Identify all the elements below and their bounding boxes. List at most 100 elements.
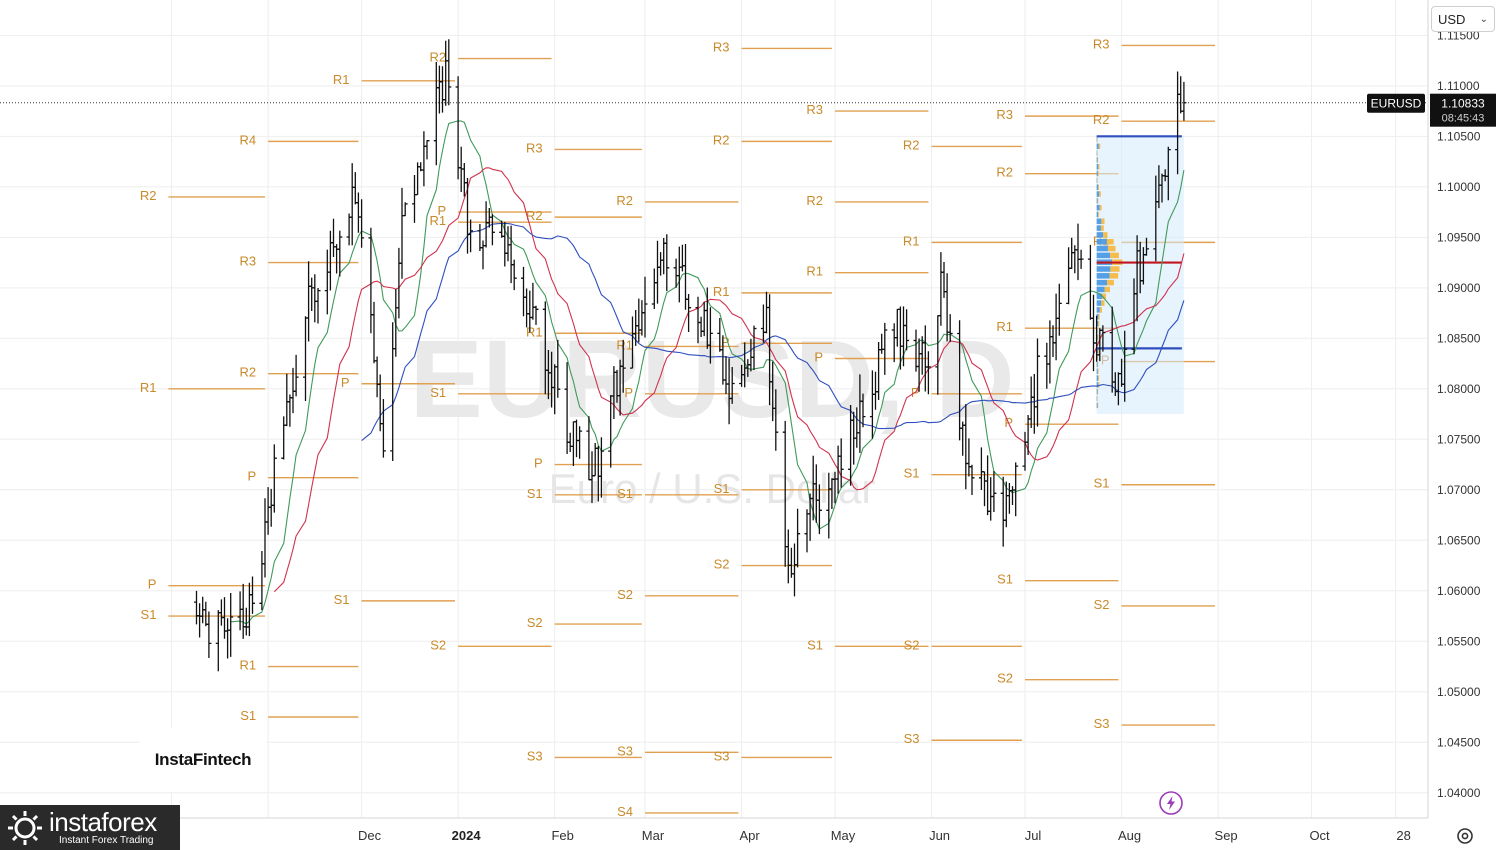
price-tick-label: 1.06000 <box>1437 584 1481 598</box>
profile-bar-orange <box>1097 388 1099 395</box>
pivot-label-s1: S1 <box>904 466 920 481</box>
pivot-label-r1: R1 <box>526 324 543 339</box>
pivot-label-s2: S2 <box>527 615 543 630</box>
profile-bar-blue <box>1096 293 1103 300</box>
profile-bar-blue <box>1096 184 1099 190</box>
profile-bar-orange <box>1109 273 1119 279</box>
profile-bar-orange <box>1102 293 1107 300</box>
profile-bar-blue <box>1096 300 1102 306</box>
pivot-label-s1: S1 <box>527 486 543 501</box>
ma-line-40 <box>361 222 1185 442</box>
ohlc-bar <box>816 484 822 535</box>
profile-bar-blue <box>1096 245 1108 252</box>
profile-bar-orange <box>1098 313 1100 320</box>
watermark-description: Euro / U.S. Dollar <box>549 465 876 512</box>
profile-bar-blue <box>1096 225 1101 231</box>
ohlc-bar <box>1013 462 1019 517</box>
pivot-label-p: P <box>341 375 350 390</box>
currency-select[interactable]: USD ⌄ <box>1431 6 1495 32</box>
time-tick-label: 28 <box>1396 828 1410 843</box>
ohlc-bar <box>337 230 343 277</box>
ohlc-bar <box>729 367 735 404</box>
ohlc-bar <box>511 259 517 291</box>
ohlc-bar <box>315 288 321 324</box>
pivot-label-s3: S3 <box>1094 716 1110 731</box>
ohlc-bar <box>555 339 561 398</box>
ohlc-bar <box>380 399 386 458</box>
pivot-label-r2: R2 <box>429 50 446 65</box>
pivot-label-r2: R2 <box>713 132 730 147</box>
watermark-symbol: EURUSD, D <box>409 318 1014 441</box>
chevron-down-icon: ⌄ <box>1479 13 1488 25</box>
ohlc-bar <box>1035 338 1040 427</box>
ohlc-bar <box>991 471 997 512</box>
ohlc-bar <box>206 611 212 658</box>
pivot-label-r1: R1 <box>333 72 350 87</box>
ohlc-bar <box>773 389 779 451</box>
ohlc-bar <box>1078 249 1084 269</box>
price-tick-label: 1.09000 <box>1437 281 1481 295</box>
pivot-label-s1: S1 <box>334 592 350 607</box>
profile-bar-orange <box>1098 164 1100 170</box>
profile-bar-orange <box>1097 334 1099 340</box>
settings-gear-icon[interactable] <box>1455 826 1475 846</box>
pivot-label-s1: S1 <box>997 572 1013 587</box>
pivot-label-r1: R1 <box>616 337 633 352</box>
pivot-label-s1: S1 <box>807 637 823 652</box>
pivot-label-s2: S2 <box>1094 597 1110 612</box>
pivot-label-r4: R4 <box>239 132 256 147</box>
ohlc-bar <box>642 276 648 338</box>
ohlc-bar <box>598 437 604 498</box>
profile-bar-orange <box>1099 204 1102 211</box>
ohlc-bar <box>751 325 757 370</box>
price-tick-label: 1.08000 <box>1437 382 1481 396</box>
profile-bar-blue <box>1096 252 1111 259</box>
ohlc-bar <box>795 508 801 568</box>
time-tick-label: Aug <box>1118 828 1141 843</box>
pivot-label-s4: S4 <box>617 804 633 819</box>
profile-bar-orange <box>1101 218 1105 225</box>
time-axis[interactable]: Dec 2024 Feb Mar Apr May Jun Jul Aug Sep Oct 28 <box>0 817 1428 843</box>
profile-bar-blue <box>1096 320 1099 327</box>
profile-bar-blue <box>1096 313 1099 320</box>
ohlc-bar <box>228 593 234 657</box>
ma-line-20 <box>273 167 1185 593</box>
lightning-icon[interactable] <box>1159 791 1183 815</box>
profile-bar-blue <box>1096 177 1098 184</box>
pivot-levels: R2R1PS1R5R4R3R2PR1S1R1PS1R2R1PS1S2R3R2R1… <box>140 36 1215 819</box>
pivot-label-s2: S2 <box>430 637 446 652</box>
profile-bar-blue <box>1096 170 1098 177</box>
pivot-label-p: P <box>534 456 543 471</box>
profile-bar-orange <box>1099 191 1101 197</box>
ohlc-bar <box>424 140 430 160</box>
profile-bar-orange <box>1110 266 1120 272</box>
profile-bar-blue <box>1096 136 1098 143</box>
profile-bar-blue <box>1096 348 1098 354</box>
profile-bar-blue <box>1096 402 1098 409</box>
price-axis[interactable]: 1.04000 1.04500 1.05000 1.05500 1.06000 1.065… <box>1427 0 1481 818</box>
logo-text: InstaFintech <box>154 750 252 769</box>
time-tick-label: Feb <box>551 828 573 843</box>
profile-bar-orange <box>1098 375 1100 381</box>
ohlc-bar <box>293 354 299 397</box>
profile-bar-orange <box>1097 354 1098 361</box>
pivot-label-r1: R1 <box>429 213 446 228</box>
profile-bar-orange <box>1097 198 1099 204</box>
pivot-label-p: P <box>721 334 730 349</box>
price-tick-label: 1.09500 <box>1437 230 1481 244</box>
pivot-label-s2: S2 <box>997 671 1013 686</box>
time-tick-label: Oct <box>1309 828 1330 843</box>
pivot-label-s2: S2 <box>714 557 730 572</box>
pivot-label-p: P <box>624 385 633 400</box>
profile-bar-blue <box>1096 157 1098 163</box>
profile-bar-blue <box>1096 232 1104 238</box>
pivot-label-r1: R1 <box>996 319 1013 334</box>
profile-bar-blue <box>1096 266 1111 272</box>
pivot-label-r3: R3 <box>1093 36 1110 51</box>
banner-brand: instaforex <box>49 807 157 837</box>
price-tick-label: 1.04000 <box>1437 786 1481 800</box>
time-tick-label: Jul <box>1025 828 1042 843</box>
pivot-label-s1: S1 <box>714 481 730 496</box>
price-bars <box>194 39 1187 672</box>
